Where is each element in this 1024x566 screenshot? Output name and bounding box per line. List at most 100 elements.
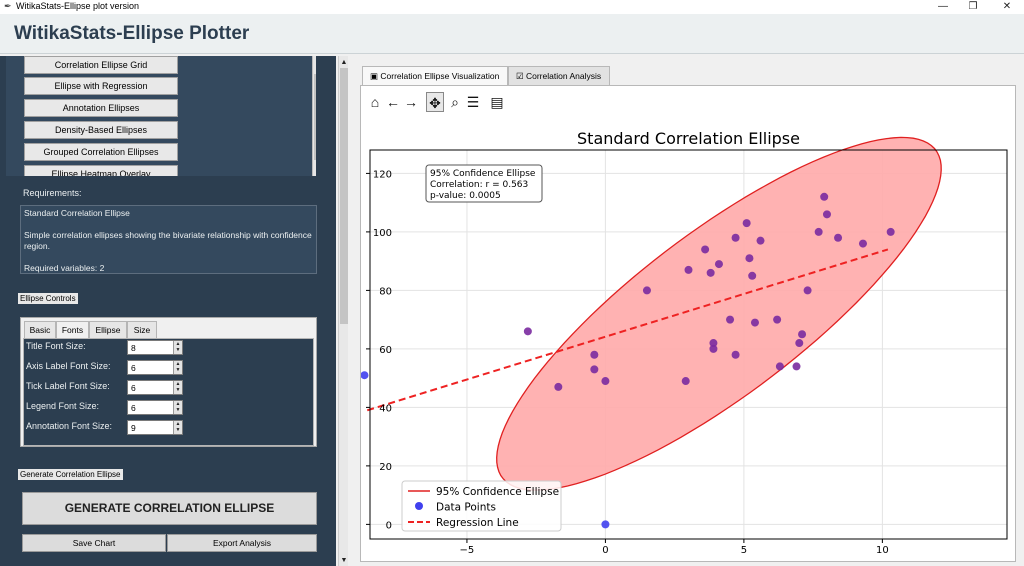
requirements-text: Standard Correlation Ellipse Simple corr… bbox=[20, 205, 317, 274]
left-panel-scrollbar[interactable]: ▲ ▼ bbox=[338, 56, 348, 566]
data-point bbox=[822, 210, 831, 219]
legend-label: Regression Line bbox=[436, 517, 519, 529]
spin-arrows-icon[interactable]: ▲ ▼ bbox=[173, 421, 182, 434]
title-font-size-input[interactable] bbox=[129, 341, 173, 354]
x-tick-label: 0 bbox=[602, 545, 608, 556]
data-point bbox=[858, 239, 867, 248]
spin-arrows-icon[interactable]: ▲ ▼ bbox=[173, 401, 182, 414]
tick-label-font-size-label: Tick Label Font Size: bbox=[26, 381, 110, 391]
pan-icon[interactable]: ✥ bbox=[426, 92, 444, 112]
data-point bbox=[590, 350, 599, 359]
chart-type-button[interactable]: Density-Based Ellipses bbox=[24, 121, 178, 139]
data-point bbox=[731, 350, 740, 359]
tab-correlation-analysis[interactable]: ☑ Correlation Analysis bbox=[508, 66, 610, 85]
data-point bbox=[795, 339, 804, 348]
data-point bbox=[709, 344, 718, 353]
chart-type-button[interactable]: Ellipse with Regression bbox=[24, 77, 178, 95]
left-panel: Correlation Ellipse Grid Ellipse with Re… bbox=[0, 56, 336, 566]
data-point bbox=[748, 271, 757, 280]
data-point bbox=[803, 286, 812, 295]
legend-label: Data Points bbox=[436, 502, 496, 514]
data-point bbox=[798, 330, 807, 339]
legend-box bbox=[401, 480, 562, 532]
save-chart-button[interactable]: Save Chart bbox=[22, 534, 166, 552]
data-point bbox=[745, 254, 754, 263]
chart-type-button[interactable]: Ellipse Heatmap Overlay bbox=[24, 165, 178, 176]
data-point bbox=[756, 236, 765, 245]
close-button[interactable]: ✕ bbox=[1002, 1, 1012, 12]
ellipse-controls-label: Ellipse Controls bbox=[18, 293, 78, 304]
x-tick-label: 5 bbox=[741, 545, 747, 556]
tab-correlation-ellipse-visualization[interactable]: ▣ Correlation Ellipse Visualization bbox=[362, 66, 508, 85]
annotation-box bbox=[425, 164, 543, 203]
tab-size[interactable]: Size bbox=[127, 321, 157, 338]
tick-label-font-size-input[interactable] bbox=[129, 381, 173, 394]
y-tick-label: 60 bbox=[379, 345, 392, 356]
legend-font-size-label: Legend Font Size: bbox=[26, 401, 100, 411]
legend-font-size-spinbox[interactable]: ▲▼ bbox=[127, 400, 183, 415]
annotation-line: p-value: 0.0005 bbox=[430, 191, 501, 201]
legend-points-swatch bbox=[415, 502, 423, 510]
home-icon[interactable]: ⌂ bbox=[370, 94, 380, 110]
data-point bbox=[709, 339, 718, 348]
chart-tab-icon: ▣ bbox=[370, 71, 381, 81]
data-point bbox=[750, 318, 759, 327]
annotation-font-size-label: Annotation Font Size: bbox=[26, 421, 113, 431]
annotation-line: Correlation: r = 0.563 bbox=[430, 180, 528, 190]
legend-label: 95% Confidence Ellipse bbox=[436, 486, 559, 498]
scroll-up-icon[interactable]: ▲ bbox=[340, 59, 348, 66]
data-point bbox=[834, 233, 843, 242]
data-point bbox=[886, 227, 895, 236]
annotation-font-size-spinbox[interactable]: ▲▼ bbox=[127, 420, 183, 435]
tab-fonts[interactable]: Fonts bbox=[56, 321, 89, 338]
axes-frame bbox=[369, 149, 1008, 540]
export-analysis-button[interactable]: Export Analysis bbox=[167, 534, 317, 552]
y-tick-label: 20 bbox=[379, 462, 392, 473]
plot-area: ⌂ ← → ✥ ⌕ ☰ ▤ Standard Correlation Ellip… bbox=[360, 85, 1016, 562]
title-font-size-spinbox[interactable]: ▲▼ bbox=[127, 340, 183, 355]
spin-arrows-icon[interactable]: ▲ ▼ bbox=[173, 341, 182, 354]
chart-type-button[interactable]: Correlation Ellipse Grid bbox=[24, 56, 178, 74]
scroll-down-icon[interactable]: ▼ bbox=[340, 557, 348, 564]
configure-icon[interactable]: ☰ bbox=[466, 94, 480, 110]
data-point bbox=[775, 362, 784, 371]
forward-icon[interactable]: → bbox=[404, 94, 418, 110]
fonts-tab-pane: Title Font Size: ▲▼ Axis Label Font Size… bbox=[23, 338, 314, 446]
spin-arrows-icon[interactable]: ▲ ▼ bbox=[173, 381, 182, 394]
tick-label-font-size-spinbox[interactable]: ▲▼ bbox=[127, 380, 183, 395]
annotation-font-size-input[interactable] bbox=[129, 421, 173, 434]
window-title: WitikaStats-Ellipse plot version bbox=[16, 1, 140, 11]
back-icon[interactable]: ← bbox=[386, 94, 400, 110]
tab-basic[interactable]: Basic bbox=[24, 321, 56, 338]
data-point bbox=[642, 286, 651, 295]
spin-arrows-icon[interactable]: ▲ ▼ bbox=[173, 361, 182, 374]
y-tick-label: 100 bbox=[373, 228, 392, 239]
zoom-icon[interactable]: ⌕ bbox=[451, 94, 459, 110]
minimize-button[interactable]: — bbox=[938, 1, 948, 12]
data-point bbox=[820, 192, 829, 201]
scrollbar-thumb[interactable] bbox=[314, 74, 316, 160]
save-icon[interactable]: ▤ bbox=[490, 94, 504, 110]
axis-label-font-size-spinbox[interactable]: ▲▼ bbox=[127, 360, 183, 375]
chart-list-scrollbar[interactable]: ▼ bbox=[312, 56, 316, 176]
data-point bbox=[601, 520, 610, 529]
chart-type-button[interactable]: Grouped Correlation Ellipses bbox=[24, 143, 178, 161]
scrollbar-thumb[interactable] bbox=[340, 68, 348, 324]
legend-font-size-input[interactable] bbox=[129, 401, 173, 414]
data-point bbox=[731, 233, 740, 242]
data-point bbox=[814, 227, 823, 236]
maximize-button[interactable]: ❐ bbox=[968, 1, 978, 12]
data-point bbox=[523, 327, 532, 336]
scroll-down-icon[interactable]: ▼ bbox=[313, 166, 316, 176]
app-title: WitikaStats-Ellipse Plotter bbox=[14, 23, 250, 44]
data-point bbox=[701, 245, 710, 254]
data-point bbox=[684, 265, 693, 274]
y-tick-label: 120 bbox=[373, 169, 392, 180]
tab-ellipse[interactable]: Ellipse bbox=[89, 321, 127, 338]
data-point bbox=[361, 371, 369, 380]
feather-icon: ✒ bbox=[4, 1, 12, 11]
generate-ellipse-button[interactable]: GENERATE CORRELATION ELLIPSE bbox=[22, 492, 317, 525]
axis-label-font-size-input[interactable] bbox=[129, 361, 173, 374]
data-point bbox=[773, 315, 782, 324]
chart-type-button[interactable]: Annotation Ellipses bbox=[24, 99, 178, 117]
